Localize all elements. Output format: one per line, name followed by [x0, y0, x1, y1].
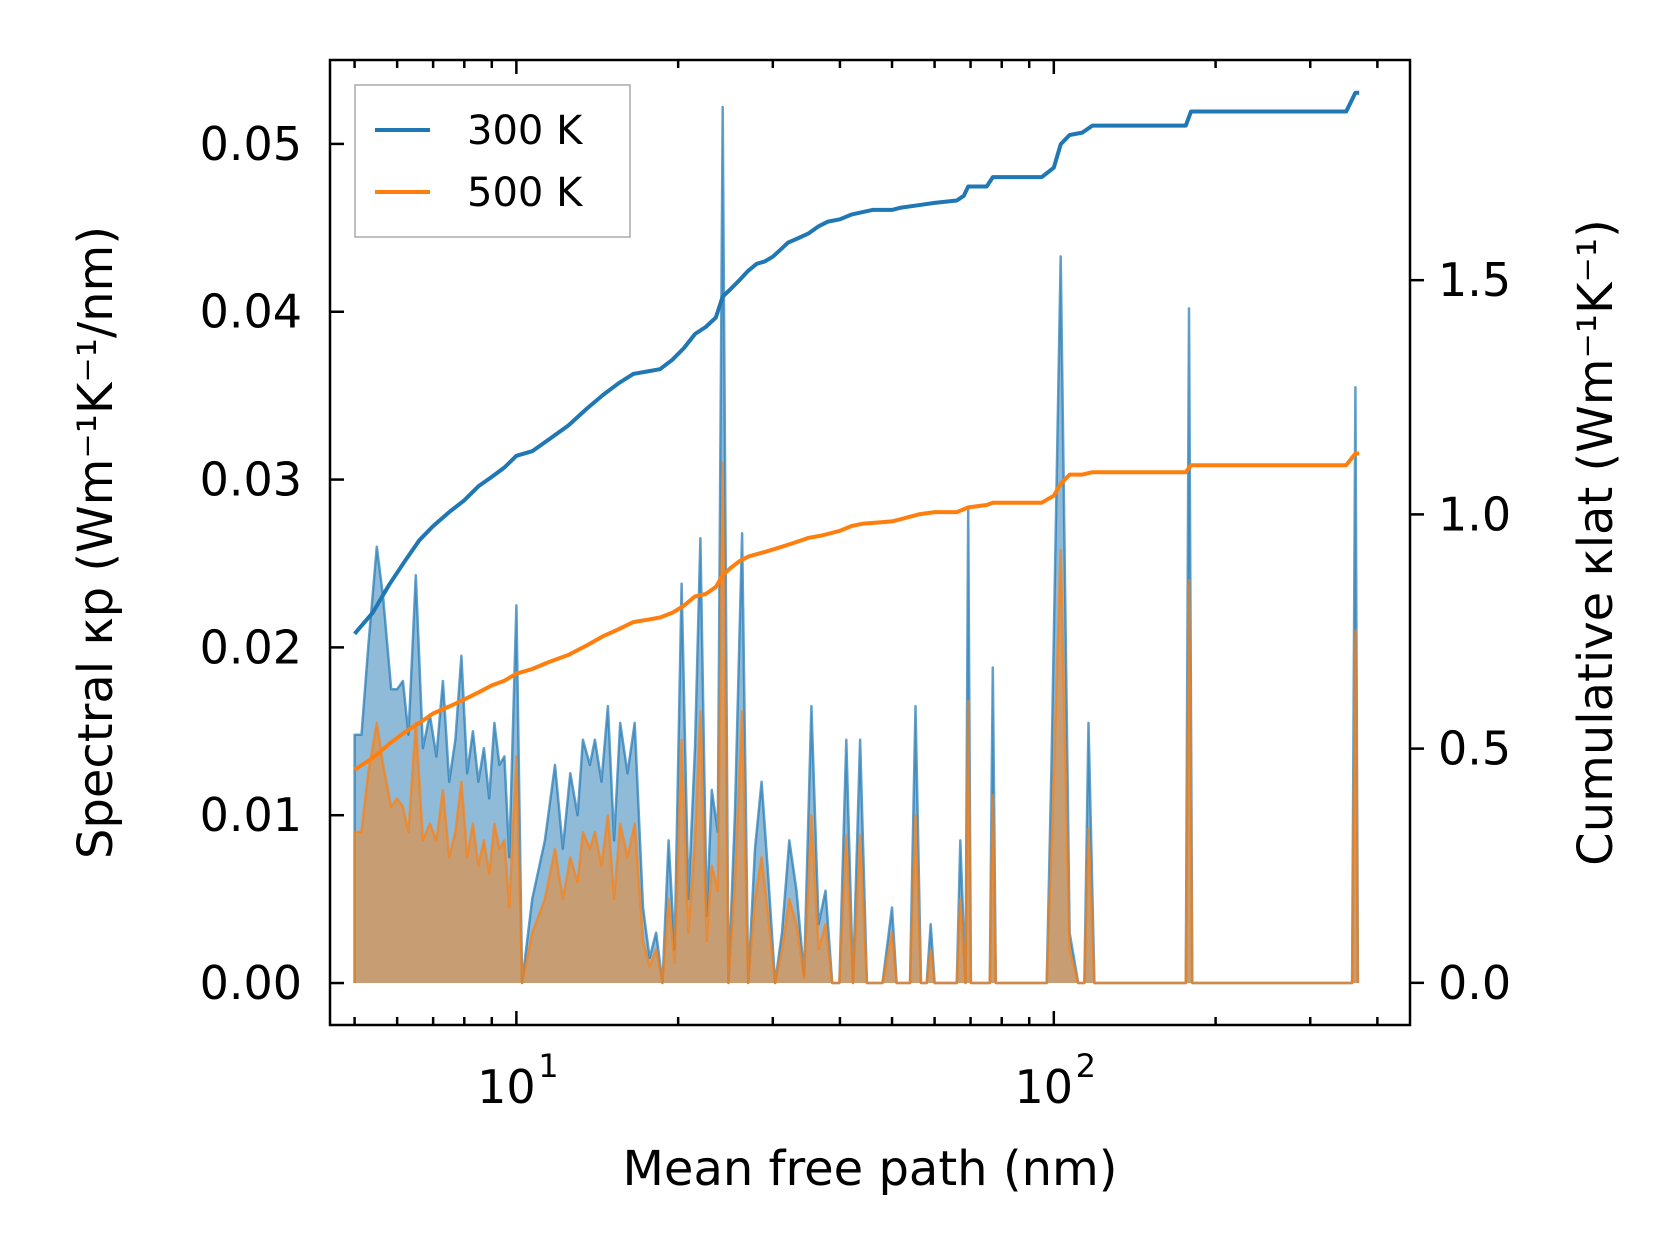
spectral-line-500k [353, 461, 1360, 985]
legend-label-500k: 500 K [467, 170, 584, 216]
left-y-tick-label: 0.02 [200, 620, 302, 674]
tick-label-group: 0.000.010.020.030.040.050.00.51.01.510 1 1… [200, 117, 1512, 1114]
left-y-tick-label: 0.01 [200, 788, 302, 842]
x-tick-label-base: 10 [477, 1060, 536, 1114]
plot-frame [328, 58, 1412, 1027]
right-y-axis-label: Cumulative κlat (Wm⁻¹K⁻¹) [1568, 219, 1624, 866]
right-y-tick-label: 0.0 [1438, 956, 1511, 1010]
x-axis-label: Mean free path (nm) [623, 1141, 1118, 1197]
cumulative-line-500k [353, 451, 1360, 772]
x-tick-label: 10 1 [477, 1047, 558, 1114]
left-y-tick-label: 0.05 [200, 117, 302, 171]
right-y-tick-label: 1.5 [1438, 253, 1511, 307]
right-y-tick-label: 0.5 [1438, 722, 1511, 776]
x-tick-label: 10 2 [1015, 1047, 1096, 1114]
x-tick-label-exponent: 2 [1076, 1047, 1096, 1085]
legend-label-300k: 300 K [467, 108, 584, 154]
left-y-axis-label: Spectral κp (Wm⁻¹K⁻¹/nm) [68, 226, 124, 859]
spectral-area-500k [354, 462, 1358, 983]
legend-box [354, 84, 631, 238]
x-tick-label-exponent: 1 [538, 1047, 558, 1085]
x-tick-label-base: 10 [1015, 1060, 1074, 1114]
left-y-tick-label: 0.04 [200, 285, 302, 339]
left-y-tick-label: 0.03 [200, 453, 302, 507]
right-y-tick-label: 1.0 [1438, 487, 1511, 541]
spectral-fill-group [353, 105, 1360, 985]
tick-group [330, 60, 1424, 1025]
spectral-area-300k [354, 107, 1358, 983]
left-y-tick-label: 0.00 [200, 956, 302, 1010]
cumulative-line-group [353, 90, 1360, 772]
legend: 300 K 500 K [354, 84, 631, 238]
